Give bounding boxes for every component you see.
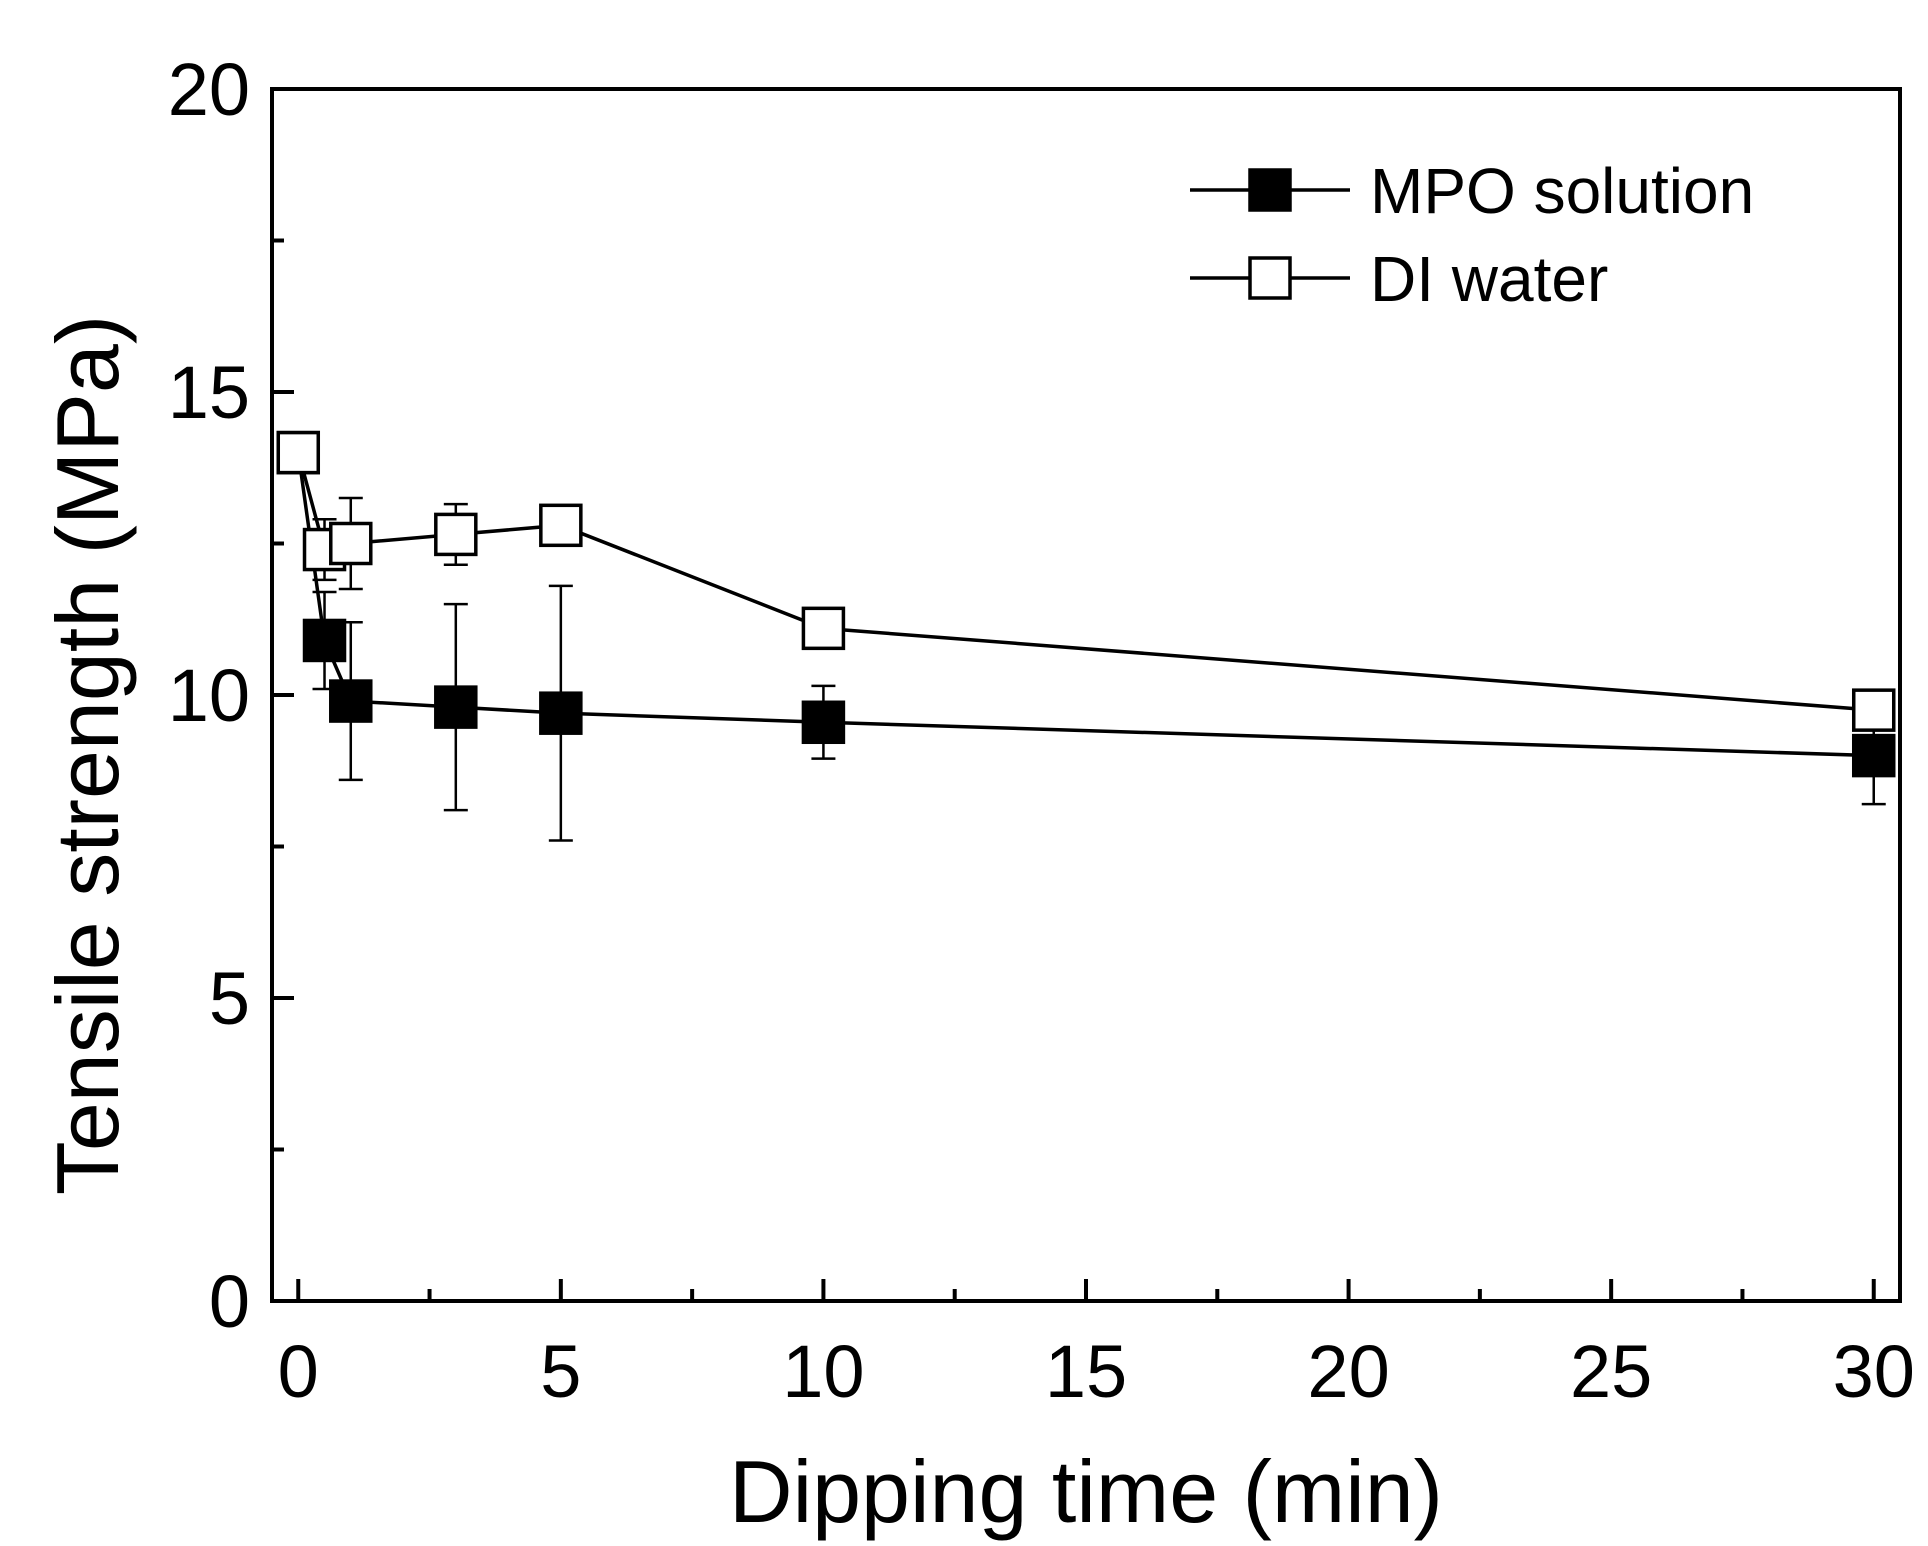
x-tick-label: 15 — [1045, 1330, 1127, 1413]
data-point-marker — [801, 606, 846, 651]
data-point-marker — [329, 679, 373, 723]
y-tick-label: 10 — [168, 654, 250, 737]
data-point-marker — [539, 503, 583, 548]
series-mpo-solution — [276, 430, 1896, 842]
y-tick-label: 0 — [209, 1260, 250, 1343]
plot-area: 0 5 10 15 20 25 30 0 5 10 15 20 MPO solution DI water — [168, 48, 1915, 1413]
x-axis-title: Dipping time (min) — [729, 1442, 1443, 1541]
data-point-marker — [434, 685, 478, 729]
legend-marker — [1248, 168, 1292, 212]
x-tick-label: 25 — [1570, 1330, 1652, 1413]
series-line — [296, 452, 1874, 758]
x-tick-label: 10 — [782, 1330, 864, 1413]
y-tick-label: 20 — [168, 48, 250, 131]
data-point-marker — [1851, 733, 1896, 778]
x-tick-label: 20 — [1307, 1330, 1389, 1413]
legend-label: MPO solution — [1370, 155, 1754, 227]
plot-frame — [270, 87, 1902, 1303]
legend-label: DI water — [1370, 243, 1608, 315]
data-point-marker — [302, 618, 347, 663]
data-point-marker — [434, 512, 478, 557]
x-tick-label: 5 — [540, 1330, 581, 1413]
y-tick-label: 15 — [168, 351, 250, 434]
series-line — [296, 452, 1874, 712]
series-di-water — [276, 430, 1896, 732]
data-point-marker — [539, 691, 583, 735]
x-tick-label: 0 — [278, 1330, 319, 1413]
data-point-marker — [276, 430, 321, 475]
data-point-marker — [801, 700, 846, 745]
legend-marker — [1248, 256, 1292, 300]
x-tick-label: 30 — [1833, 1330, 1915, 1413]
y-axis-title: Tensile strength (MPa) — [38, 315, 137, 1195]
y-tick-label: 5 — [209, 957, 250, 1040]
data-point-marker — [329, 521, 373, 566]
data-point-marker — [1851, 688, 1896, 732]
